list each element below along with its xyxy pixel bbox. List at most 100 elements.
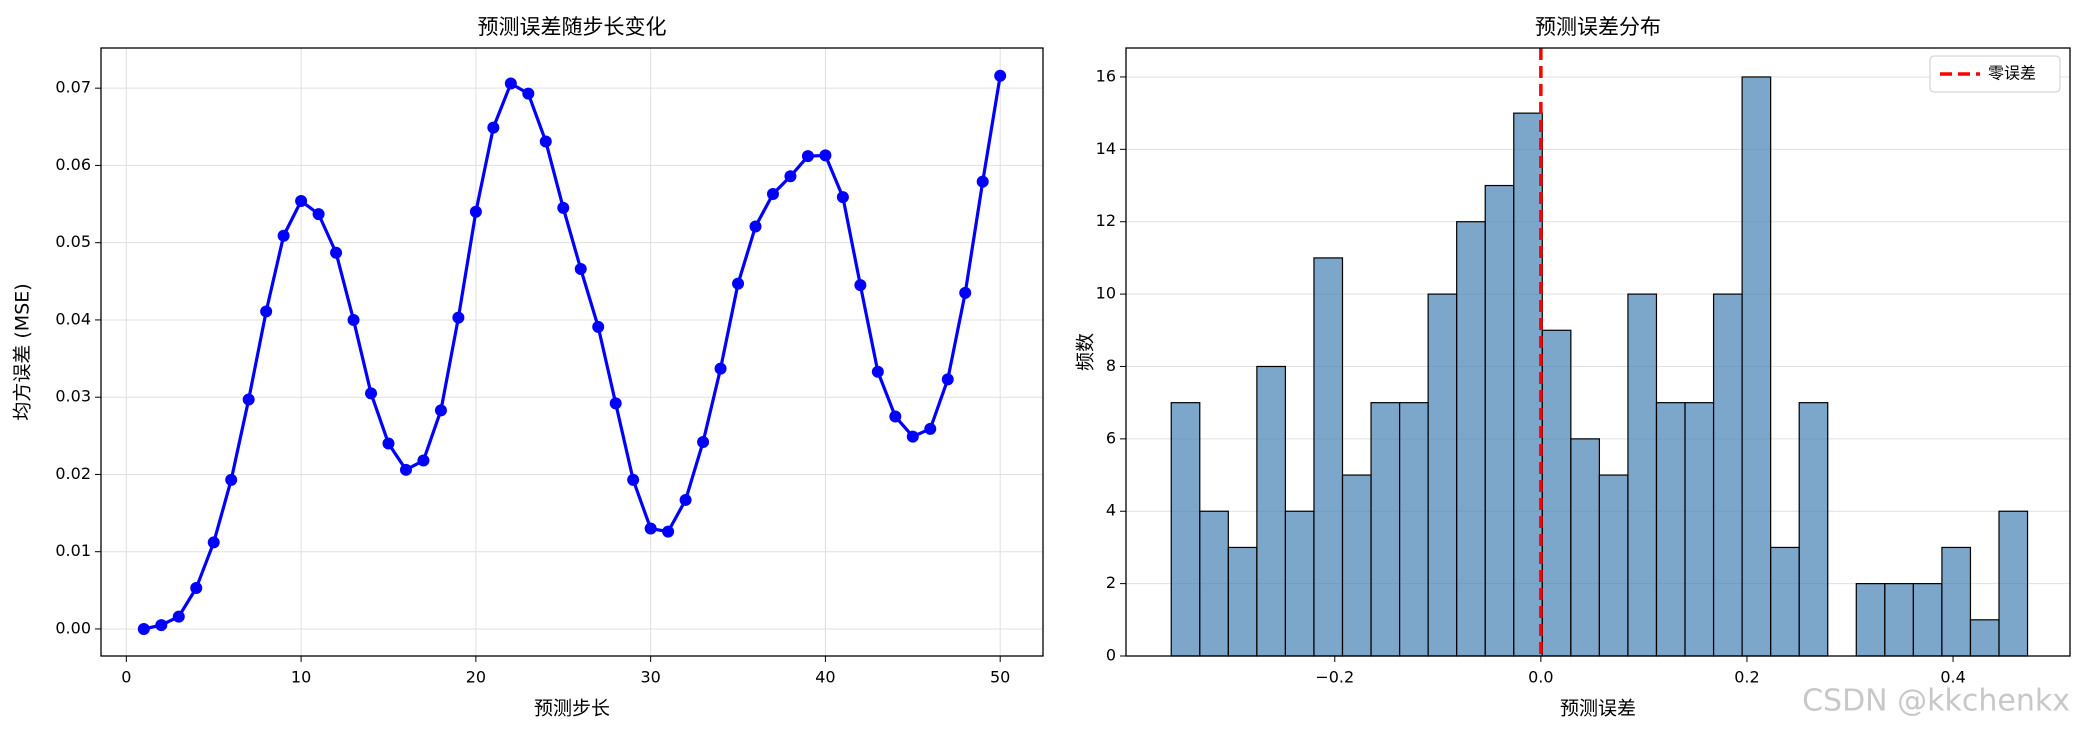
y-tick-label: 8 [1106,356,1116,375]
bar [1770,546,1800,657]
point [242,393,255,406]
x-axis-label: 预测步长 [534,698,610,720]
point [399,463,412,476]
y-tick-label: 0.04 [55,309,91,328]
x-tick-label: 10 [291,668,311,687]
point [644,522,657,535]
point [225,473,238,486]
point [260,305,273,318]
bar [1256,365,1287,657]
legend: 零误差 [1929,55,2061,93]
bar [1398,402,1429,657]
point [679,493,692,506]
bar [1570,438,1600,657]
y-tick-label: 12 [1096,211,1116,230]
bar [1370,402,1401,657]
point [801,150,814,163]
point [819,149,832,162]
y-axis-label: 均方误差 (MSE) [12,283,34,420]
y-tick-label: 0.05 [55,232,91,251]
bar [1741,76,1772,657]
bar [1998,510,2029,657]
series-line [143,75,1002,631]
y-tick-label: 0.03 [55,387,91,406]
y-tick-label: 0.01 [55,541,91,560]
point [976,175,989,188]
point [714,362,727,375]
point [557,201,570,214]
point [906,430,919,443]
y-tick-label: 10 [1096,284,1116,303]
x-axis-label: 预测误差 [1560,698,1636,720]
y-tick-label: 4 [1106,501,1116,520]
point [137,622,150,635]
bar [1456,221,1486,657]
point [784,170,797,183]
bar [1284,510,1315,657]
chart-title: 预测误差随步长变化 [478,15,667,39]
point [539,135,552,148]
bar [1199,510,1229,657]
x-tick-label: 0.2 [1734,668,1759,687]
point [941,373,954,386]
bar [1655,402,1686,657]
x-tick-label: 0.4 [1940,668,1965,687]
x-tick-label: 0 [121,668,131,687]
bar [1912,583,1943,657]
y-tick-label: 0.02 [55,464,91,483]
bar [1712,293,1743,657]
point [190,582,203,595]
point [382,437,395,450]
point [347,313,360,326]
y-tick-label: 16 [1096,66,1116,85]
point [574,262,587,275]
y-tick-label: 0.07 [55,78,91,97]
point [854,279,867,292]
point [417,454,430,467]
x-tick-label: −0.2 [1315,668,1354,687]
point [469,205,482,218]
point [522,87,535,100]
point [732,277,745,290]
bar [1855,583,1886,657]
y-tick-label: 0 [1106,646,1116,665]
y-tick-label: 0.06 [55,155,91,174]
point [697,436,710,449]
point [662,525,675,538]
point [330,246,343,259]
point [312,208,325,221]
point [277,229,290,242]
bar [1969,619,2000,657]
point [889,410,902,423]
bar [1884,583,1914,657]
point [766,188,779,201]
point [959,286,972,299]
y-tick-label: 6 [1106,428,1116,447]
point [609,397,622,410]
point [487,121,500,134]
x-tick-label: 0.0 [1528,668,1553,687]
point [836,191,849,204]
x-tick-label: 20 [466,668,486,687]
bar [1941,546,1972,657]
bar [1170,402,1201,657]
point [452,311,465,324]
bar [1484,184,1515,657]
bar [1513,112,1543,657]
bar [1684,402,1715,657]
bar [1427,293,1458,657]
axes-frame [100,47,1044,657]
bar [1313,257,1344,657]
legend-frame [1929,55,2061,93]
bar [1541,329,1572,657]
point [592,320,605,333]
y-tick-label: 2 [1106,573,1116,592]
watermark: CSDN @kkchenkx [1802,684,2070,719]
legend-label: 零误差 [1988,64,2036,83]
subplot: 0.00 0.01 0.02 0.03 0.04 0.05 0.06 0.07 0 10 20 30 4… [12,15,1044,720]
y-tick-label: 0.00 [55,618,91,637]
point [155,619,168,632]
point [627,473,640,486]
